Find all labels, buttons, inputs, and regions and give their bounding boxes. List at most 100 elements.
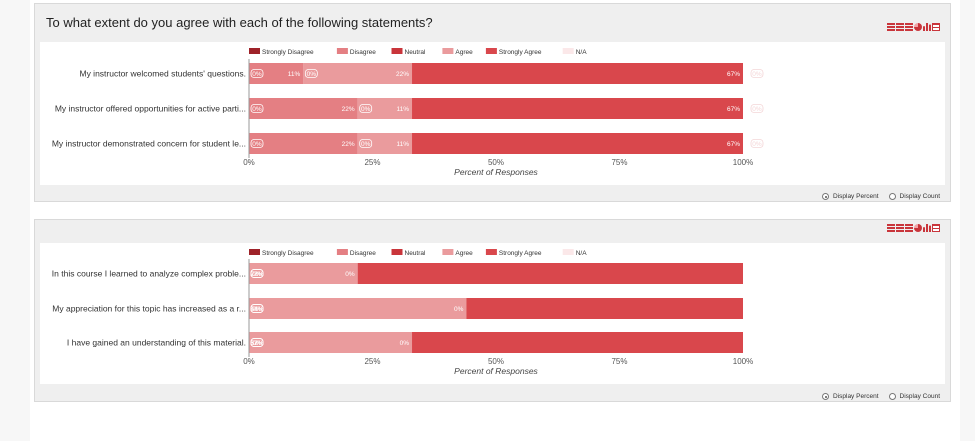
- x-tick-label: 100%: [733, 158, 753, 167]
- display-count-option[interactable]: Display Count: [888, 193, 940, 200]
- legend-label: Strongly Agree: [499, 250, 542, 257]
- data-label: 0%: [252, 306, 262, 313]
- zero-label-outline: [750, 69, 764, 78]
- data-label: 0%: [752, 141, 762, 148]
- bar-segment[interactable]: [412, 63, 743, 84]
- data-label: 22%: [250, 271, 263, 278]
- legend-label: Disagree: [350, 250, 376, 257]
- legend-label: Disagree: [350, 49, 376, 56]
- legend-label: N/A: [576, 49, 588, 56]
- data-label: 0%: [252, 340, 262, 347]
- bar-segment[interactable]: [249, 98, 358, 119]
- legend-swatch: [249, 48, 260, 54]
- bar-segment[interactable]: [412, 332, 743, 353]
- question-panel-1: To what extent do you agree with each of…: [34, 3, 951, 202]
- legend-swatch: [391, 249, 403, 255]
- radio-count[interactable]: [888, 193, 896, 200]
- data-label: 56%: [250, 306, 263, 313]
- data-label: 67%: [727, 106, 740, 113]
- display-count-label: Display Count: [899, 193, 940, 200]
- stacked-bar-icon[interactable]: [896, 23, 904, 31]
- bar-segment[interactable]: [303, 63, 413, 84]
- legend-swatch: [249, 249, 260, 255]
- bar-segment[interactable]: [357, 98, 413, 119]
- bar-segment[interactable]: [249, 63, 304, 84]
- zero-label-outline: [250, 269, 264, 278]
- data-label: 11%: [288, 71, 301, 78]
- bar-segment[interactable]: [249, 298, 467, 319]
- radio-percent[interactable]: [822, 193, 829, 200]
- data-label: 0%: [252, 71, 262, 78]
- legend-item: Strongly Agree: [485, 249, 542, 257]
- horizontal-bar-icon[interactable]: [905, 23, 913, 31]
- column-chart-icon[interactable]: [923, 23, 931, 31]
- bar-segment[interactable]: [412, 98, 743, 119]
- zero-data-label: 0%: [359, 139, 373, 148]
- data-label: 33%: [250, 340, 263, 347]
- radio-percent[interactable]: [822, 393, 829, 400]
- chart-area: Strongly Disagree Disagree Neutral Agree Str…: [40, 42, 945, 185]
- pie-chart-icon[interactable]: [914, 224, 922, 232]
- legend-item: N/A: [562, 48, 588, 56]
- category-label: In this course I learned to analyze comp…: [52, 269, 246, 279]
- horizontal-bar-icon[interactable]: [905, 224, 913, 232]
- bar-chart-icon[interactable]: [887, 23, 895, 31]
- zero-data-label: 78%: [250, 269, 264, 278]
- bar-chart-icon[interactable]: [887, 224, 895, 232]
- bar-segment[interactable]: [466, 298, 743, 319]
- column-chart-icon[interactable]: [923, 224, 931, 232]
- stacked-bar-icon[interactable]: [896, 224, 904, 232]
- legend-item: Disagree: [336, 249, 376, 257]
- data-label: 67%: [727, 71, 740, 78]
- legend-swatch: [336, 249, 348, 255]
- data-label: 11%: [396, 106, 409, 113]
- legend-swatch: [485, 48, 497, 54]
- legend-label: Agree: [455, 250, 473, 257]
- bar-segment[interactable]: [357, 263, 743, 284]
- display-percent-option[interactable]: Display Percent: [822, 393, 879, 400]
- zero-data-label: 0%: [250, 139, 264, 148]
- bar-segment[interactable]: [249, 332, 413, 353]
- question-title: To what extent do you agree with each of…: [46, 15, 433, 30]
- bar-segment[interactable]: [249, 133, 358, 154]
- legend-swatch: [485, 249, 497, 255]
- x-tick-label: 50%: [488, 158, 504, 167]
- zero-data-label: 0%: [750, 139, 764, 148]
- x-tick-label: 0%: [243, 357, 255, 366]
- zero-data-label: 56%: [250, 304, 264, 313]
- table-icon[interactable]: [932, 224, 940, 232]
- category-label: I have gained an understanding of this m…: [67, 338, 246, 348]
- zero-data-label: 0%: [304, 69, 318, 78]
- data-label: 0%: [307, 71, 317, 78]
- legend: Strongly Disagree Disagree Neutral Agree Str…: [249, 48, 587, 56]
- legend-item: Strongly Disagree: [249, 48, 314, 56]
- stacked-bar-chart: Strongly Disagree Disagree Neutral Agree Str…: [52, 249, 753, 376]
- zero-label-outline: [250, 304, 264, 313]
- display-count-option[interactable]: Display Count: [888, 393, 940, 400]
- radio-count[interactable]: [888, 393, 896, 400]
- x-axis-title: Percent of Responses: [454, 366, 538, 376]
- display-count-label: Display Count: [899, 393, 940, 400]
- data-label: 44%: [250, 306, 263, 313]
- legend-label: Strongly Disagree: [262, 49, 314, 56]
- display-percent-label: Display Percent: [833, 193, 879, 200]
- data-label: 22%: [342, 141, 355, 148]
- legend-label: Strongly Agree: [499, 49, 542, 56]
- zero-label-outline: [250, 69, 264, 78]
- bar-segment[interactable]: [357, 133, 413, 154]
- zero-data-label: 0%: [750, 69, 764, 78]
- bar-segment[interactable]: [412, 133, 743, 154]
- x-tick-label: 75%: [611, 357, 627, 366]
- table-icon[interactable]: [932, 23, 940, 31]
- legend-swatch: [391, 48, 403, 54]
- bar-segment[interactable]: [249, 263, 358, 284]
- zero-label-outline: [250, 104, 264, 113]
- data-label: 22%: [396, 71, 409, 78]
- pie-chart-icon[interactable]: [914, 23, 922, 31]
- zero-data-label: 0%: [250, 69, 264, 78]
- display-percent-option[interactable]: Display Percent: [822, 193, 879, 200]
- data-label: 0%: [454, 306, 464, 313]
- display-options: Display Percent Display Count: [816, 393, 940, 400]
- legend-item: Neutral: [391, 249, 426, 257]
- data-label: 0%: [752, 106, 762, 113]
